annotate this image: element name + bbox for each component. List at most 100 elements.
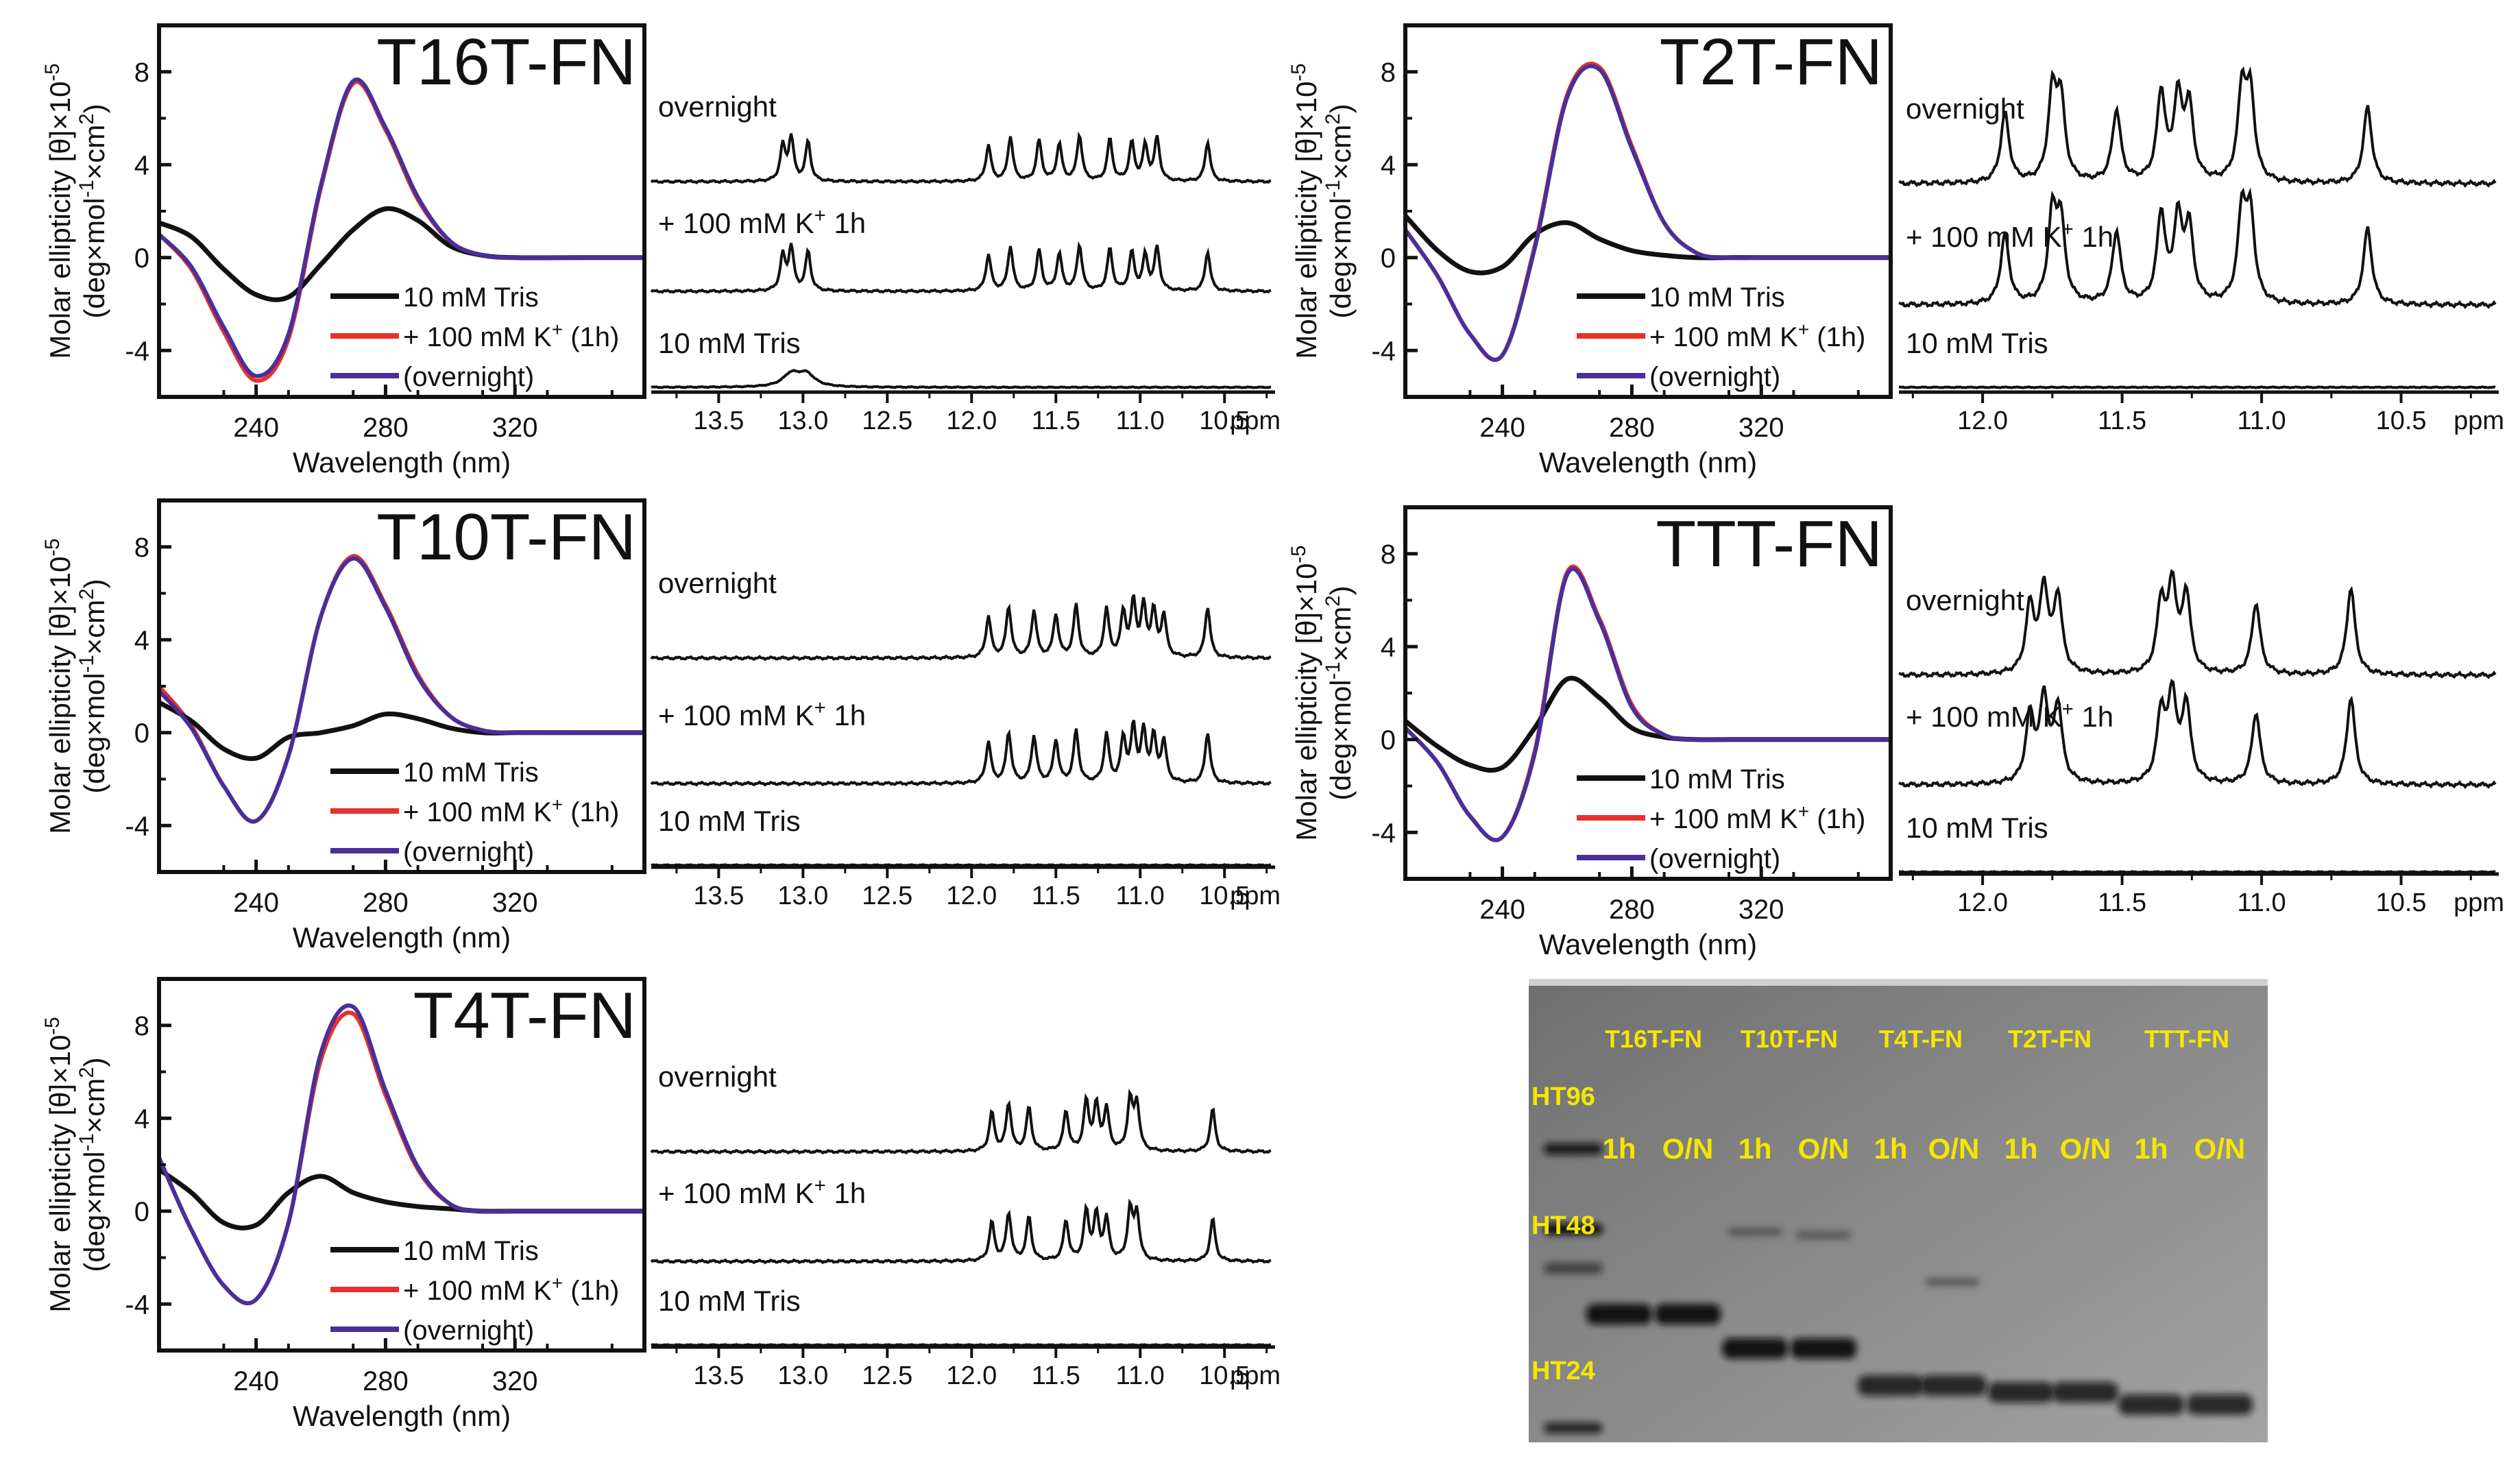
nmr-x-tick-label: 13.0 — [777, 407, 828, 435]
text-span: ×cm — [78, 1078, 110, 1134]
ladder-band — [1544, 1143, 1603, 1154]
text-span: -1 — [75, 655, 98, 673]
nmr-spectrum-line — [650, 241, 1272, 294]
x-axis-label: Wavelength (nm) — [293, 446, 511, 478]
y-tick-label: 8 — [134, 1011, 149, 1041]
text-span: -1 — [1322, 662, 1344, 679]
cd-series-line — [158, 206, 644, 302]
gel-band — [2052, 1382, 2118, 1403]
gel-sublane-label: O/N — [2060, 1132, 2111, 1165]
y-tick-label: 0 — [1381, 725, 1396, 755]
nmr-trace-label: 10 mM Tris — [1906, 327, 2048, 359]
legend-label: (overnight) — [403, 1316, 534, 1346]
gel-marker-label: HT48 — [1531, 1211, 1595, 1240]
text-span: 2 — [1322, 113, 1344, 124]
gel-band — [1586, 1304, 1652, 1324]
text-span: ) — [1324, 104, 1357, 113]
gel-lane-label: T2T-FN — [2008, 1025, 2092, 1053]
nmr-spectrum-line — [651, 369, 1272, 389]
text-span: -5 — [41, 63, 64, 81]
text-span: Molar ellipticity [θ]×10 — [44, 82, 76, 359]
nmr-trace-label: + 100 mM K+ 1h — [1906, 218, 2113, 254]
text-span: ×cm — [78, 600, 110, 655]
nmr-spectrum-line — [1898, 870, 2496, 874]
text-span: + — [552, 1272, 563, 1294]
y-tick-label: 4 — [134, 625, 149, 655]
legend-label: 10 mM Tris — [1649, 764, 1785, 795]
text-span: + 100 mM K — [1906, 221, 2062, 253]
nmr-spectrum-line — [1898, 187, 2497, 310]
nmr-x-tick-label: 13.5 — [693, 1361, 744, 1390]
text-span: + 100 mM K — [1649, 322, 1798, 352]
gel-band — [1655, 1304, 1721, 1324]
nmr-x-tick-label: 11.5 — [2098, 407, 2146, 435]
text-span: -1 — [1322, 180, 1344, 197]
text-span: 10 mM Tris — [1906, 812, 2048, 844]
gel-band — [2118, 1394, 2184, 1415]
gel-band — [2187, 1394, 2253, 1415]
nmr-x-tick-label: 12.5 — [862, 1361, 912, 1390]
y-tick-label: -4 — [1371, 336, 1396, 366]
x-tick-label: 280 — [363, 1366, 409, 1396]
nmr-spectrum-line — [651, 863, 1272, 867]
text-span: + — [2062, 218, 2074, 241]
text-span: 2 — [75, 588, 98, 599]
text-span: overnight — [658, 1061, 777, 1093]
nmr-ppm-label: ppm — [2454, 407, 2504, 435]
y-tick-label: -4 — [1371, 818, 1396, 848]
nmr-panel: overnight + 100 mM K+ 1h 10 mM Tris 13.5 13.… — [650, 567, 1281, 910]
x-tick-label: 280 — [363, 413, 409, 443]
x-tick-label: 240 — [233, 888, 279, 918]
cd-panel: 240 280 320 -4 0 4 8 TTT-FN Wavelength (nm) Molar… — [1287, 505, 1893, 960]
nmr-ppm-label: ppm — [1230, 407, 1281, 435]
x-tick-label: 280 — [363, 888, 409, 918]
legend-label: 10 mM Tris — [1649, 282, 1785, 313]
ladder-band — [1544, 1224, 1603, 1235]
y-tick-label: -4 — [125, 811, 149, 841]
text-span: overnight — [658, 567, 777, 599]
text-span: (overnight) — [403, 1316, 534, 1346]
nmr-x-tick-label: 12.0 — [1957, 407, 2008, 435]
cd-series-line — [1403, 566, 1891, 843]
y-tick-label: 4 — [1381, 632, 1396, 662]
text-span: 10 mM Tris — [658, 805, 801, 837]
nmr-trace-label: overnight — [1906, 584, 2024, 616]
text-span: (1h) — [563, 322, 619, 352]
text-span: (deg×mol — [78, 673, 110, 793]
cd-series-line — [1403, 62, 1891, 362]
gel-sublane-label: O/N — [1798, 1132, 1850, 1165]
y-axis-label-units: (deg×mol-1×cm2) — [75, 1057, 111, 1272]
text-span: Molar ellipticity [θ]×10 — [44, 1035, 76, 1313]
cd-series-line — [157, 1004, 644, 1306]
text-span: (overnight) — [403, 362, 534, 392]
x-tick-label: 320 — [492, 1366, 538, 1396]
nmr-x-tick-label: 11.0 — [1116, 882, 1165, 910]
nmr-spectrum-line — [651, 1343, 1272, 1347]
text-span: + — [1798, 319, 1809, 340]
gel-lane-label: T10T-FN — [1741, 1025, 1838, 1053]
text-span: 10 mM Tris — [1649, 282, 1785, 313]
cd-panel: 240 280 320 -4 0 4 8 T4T-FN Wavelength (nm) Molar… — [41, 977, 646, 1432]
nmr-x-tick-label: 12.0 — [946, 1361, 997, 1390]
text-span: (1h) — [563, 797, 619, 827]
gel-wells — [1529, 979, 2268, 986]
nmr-x-tick-label: 10.5 — [2376, 407, 2427, 435]
gel-background — [1529, 979, 2268, 1442]
gel-sublane-label: 1h — [2134, 1132, 2168, 1165]
text-span: 1h — [2074, 701, 2113, 733]
ladder-band — [1544, 1263, 1603, 1274]
legend-label: 10 mM Tris — [403, 758, 539, 788]
text-span: (1h) — [1809, 322, 1865, 352]
text-span: (1h) — [1809, 804, 1865, 834]
nmr-x-tick-label: 13.5 — [693, 882, 744, 910]
text-span: + 100 mM K — [403, 1276, 552, 1306]
text-span: overnight — [1906, 584, 2024, 616]
nmr-trace-label: + 100 mM K+ 1h — [658, 696, 866, 732]
cd-panel-title: T4T-FN — [413, 979, 636, 1052]
gel-sublane-label: 1h — [1738, 1132, 1771, 1165]
text-span: (1h) — [563, 1276, 619, 1306]
nmr-trace-label: 10 mM Tris — [658, 327, 801, 359]
legend-label: + 100 mM K+ (1h) — [1649, 801, 1865, 835]
x-axis-label: Wavelength (nm) — [1539, 446, 1757, 478]
gel-band — [1791, 1338, 1856, 1359]
